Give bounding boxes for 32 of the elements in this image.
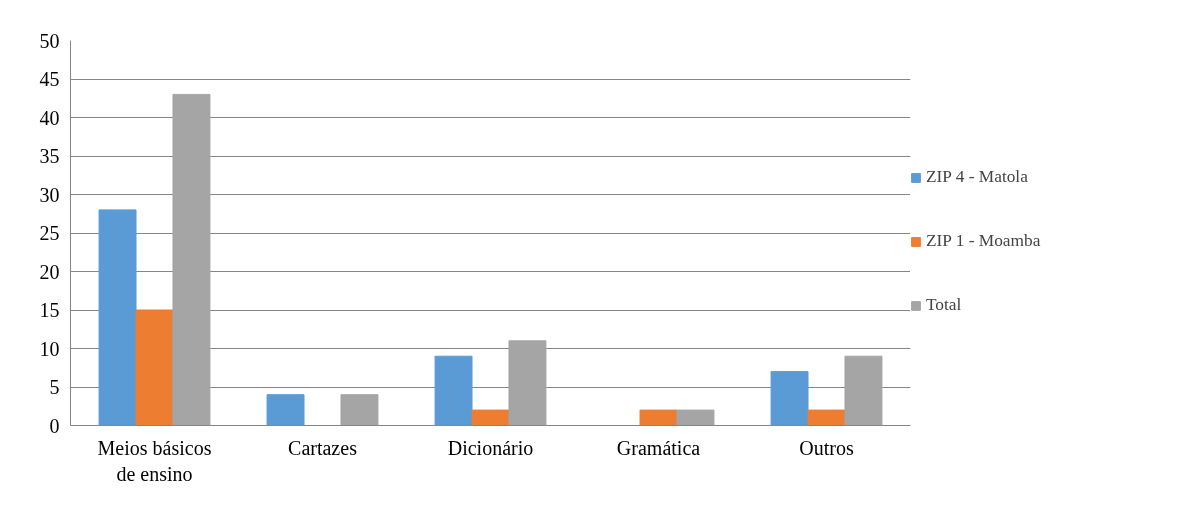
- y-tick-label: 30: [39, 183, 60, 206]
- bar: [266, 394, 305, 426]
- bar: [639, 409, 678, 426]
- legend-label: ZIP 4 - Matola: [926, 167, 1028, 187]
- legend-label: Total: [926, 295, 962, 315]
- bar: [508, 340, 547, 426]
- y-tick-label: 40: [39, 106, 60, 129]
- x-tick-label: Gramática: [616, 436, 701, 459]
- y-tick-label: 15: [39, 299, 60, 321]
- y-tick-label: 25: [39, 222, 60, 244]
- bar: [471, 409, 510, 426]
- y-tick-label: 5: [49, 376, 60, 398]
- y-tick-label: 10: [39, 337, 60, 360]
- x-tick-label: Dicionário: [447, 436, 534, 459]
- y-tick-label: 45: [39, 68, 60, 90]
- y-tick-label: 35: [39, 145, 60, 167]
- y-tick-label: 20: [39, 260, 60, 283]
- x-tick-label: Outros: [799, 436, 854, 459]
- bar: [807, 409, 846, 426]
- x-tick-label: Meios básicos de ensino: [97, 436, 212, 485]
- bar: [434, 355, 473, 426]
- x-tick-label: Cartazes: [288, 436, 358, 459]
- bar: [135, 309, 174, 426]
- bar: [340, 394, 379, 426]
- legend-label: ZIP 1 - Moamba: [926, 231, 1041, 251]
- bar: [98, 209, 137, 426]
- y-tick-label: 50: [39, 29, 60, 52]
- bar: [770, 371, 809, 426]
- bar: [172, 93, 211, 426]
- y-tick-label: 0: [49, 414, 60, 437]
- bar: [844, 355, 883, 426]
- bar: [676, 409, 715, 426]
